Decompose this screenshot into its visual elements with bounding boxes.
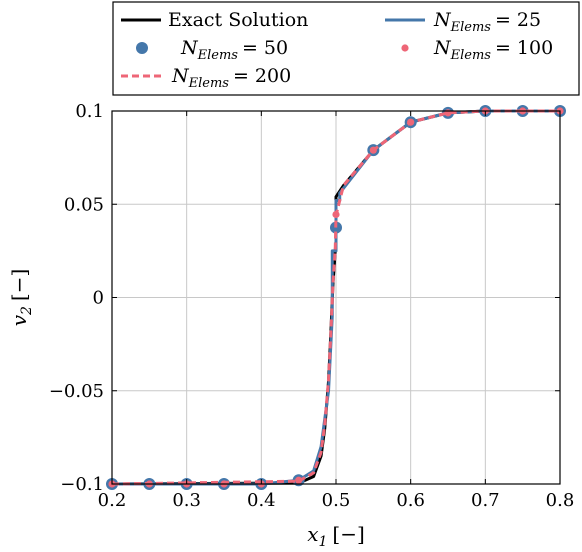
x-tick-label: 0.4	[247, 490, 276, 511]
legend-n50-symbol: N	[180, 37, 199, 59]
x-tick-label: 0.5	[322, 490, 351, 511]
legend-n200-sub: Elems	[188, 76, 230, 91]
y-tick-label: 0	[93, 288, 104, 309]
y-tick-label: −0.1	[60, 474, 104, 495]
y-axis-label: v2 [−]	[7, 269, 35, 327]
legend-n100-value: = 100	[495, 37, 553, 59]
legend-n25-value: = 25	[495, 9, 541, 31]
grid	[111, 110, 561, 485]
legend-n100-sub: Elems	[450, 48, 492, 63]
y-tick-label: 0.05	[64, 194, 104, 215]
n200-line	[111, 109, 560, 486]
legend: Exact Solution NElems = 25 NElems = 50 NEl…	[112, 1, 580, 96]
legend-n50-label: NElems = 50	[180, 37, 288, 63]
ticks: 0.2 0.3 0.4 0.5 0.6 0.7 0.8 −0.1 −0.05 0 0.05 0.1	[49, 101, 574, 511]
legend-n50-value: = 50	[242, 37, 288, 59]
legend-n50-swatch	[136, 42, 148, 54]
legend-n100-symbol: N	[433, 37, 452, 59]
x-tick-label: 0.2	[98, 490, 127, 511]
y-tick-label: 0.1	[75, 101, 104, 122]
y-axis-label-unit: [−]	[7, 269, 31, 301]
legend-box	[112, 1, 580, 96]
x-tick-label: 0.3	[172, 490, 201, 511]
x-axis-label: x1 [−]	[307, 522, 365, 550]
y-axis-label-sub: 2	[19, 306, 35, 316]
y-tick-label: −0.05	[49, 381, 104, 402]
x-axis-label-var: x	[307, 522, 318, 546]
x-tick-label: 0.8	[546, 490, 575, 511]
x-axis-label-sub: 1	[318, 534, 327, 550]
legend-n100-swatch	[401, 44, 409, 52]
legend-n50-sub: Elems	[197, 48, 239, 63]
legend-n200-label: NElems = 200	[171, 65, 291, 91]
legend-n25-symbol: N	[433, 9, 452, 31]
y-axis-label-var: v	[7, 314, 31, 326]
series-layer	[106, 105, 566, 490]
legend-exact-label: Exact Solution	[168, 9, 308, 31]
x-axis-label-unit: [−]	[332, 522, 364, 546]
n50-marker	[330, 221, 342, 234]
legend-n25-label: NElems = 25	[433, 9, 541, 35]
x-tick-label: 0.7	[471, 490, 500, 511]
legend-n25-sub: Elems	[450, 20, 492, 35]
legend-n200-symbol: N	[171, 65, 190, 87]
x-tick-label: 0.6	[396, 490, 425, 511]
legend-n100-label: NElems = 100	[433, 37, 553, 63]
legend-n200-value: = 200	[233, 65, 291, 87]
